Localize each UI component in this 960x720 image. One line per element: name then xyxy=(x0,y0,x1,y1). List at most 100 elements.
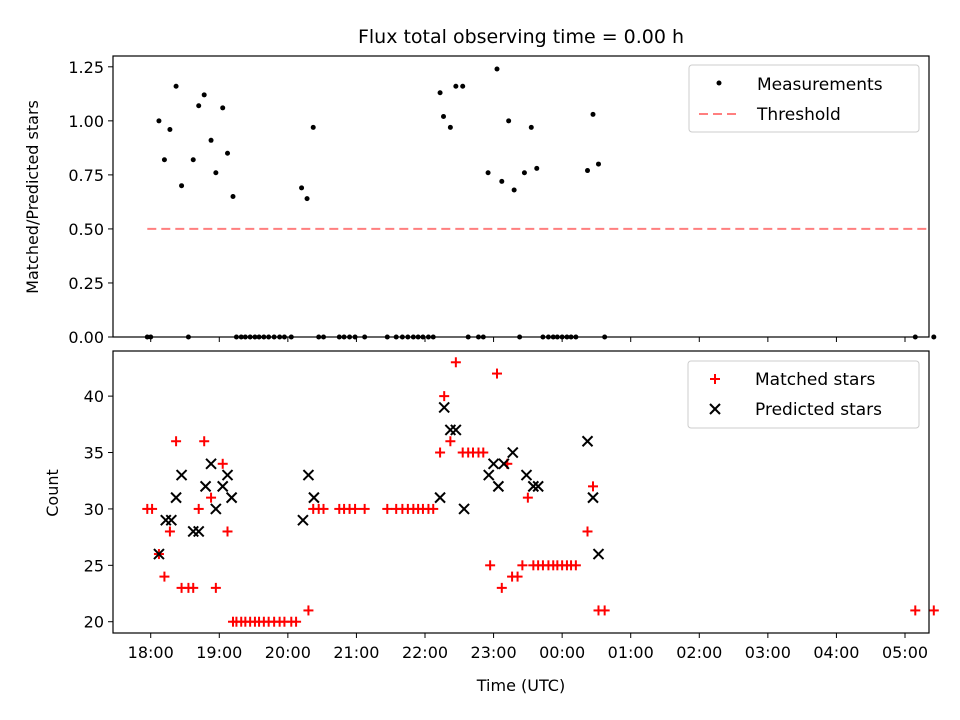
top-y-ticks: 0.00 0.25 0.50 0.75 1.00 1.25 xyxy=(68,58,113,347)
bottom-legend: Matched stars Predicted stars xyxy=(687,360,920,429)
bottom-plot-area xyxy=(142,357,939,627)
measurement-point xyxy=(460,83,466,89)
measurement-point xyxy=(511,187,517,193)
bottom-y-tick-label: 40 xyxy=(84,387,104,406)
matched-star-point xyxy=(359,503,370,514)
matched-star-point xyxy=(210,582,221,593)
predicted-star-point xyxy=(438,401,450,414)
legend-predicted-marker xyxy=(709,403,721,415)
measurement-point xyxy=(931,334,937,340)
predicted-star-point xyxy=(458,503,470,515)
measurement-point xyxy=(156,118,162,124)
predicted-star-point xyxy=(175,469,188,481)
measurement-point xyxy=(453,83,459,89)
bottom-y-ticks: 20 25 30 35 40 xyxy=(84,387,113,632)
measurement-point xyxy=(196,103,202,109)
bottom-y-tick-label: 35 xyxy=(84,444,104,463)
matched-star-point xyxy=(445,436,456,447)
measurement-point xyxy=(167,126,173,132)
matched-star-point xyxy=(428,503,439,514)
measurement-point xyxy=(201,92,207,98)
predicted-star-point xyxy=(581,435,594,447)
predicted-star-point xyxy=(483,469,495,481)
legend-matched-marker xyxy=(710,374,720,384)
predicted-star-point xyxy=(592,548,605,560)
x-tick-label: 18:00 xyxy=(128,643,174,662)
predicted-star-point xyxy=(308,491,320,504)
predicted-star-point xyxy=(225,491,238,504)
predicted-star-point xyxy=(434,491,446,504)
measurement-point xyxy=(585,168,591,174)
measurement-point xyxy=(173,83,179,89)
predicted-star-point xyxy=(587,491,599,504)
predicted-star-point xyxy=(450,424,462,436)
predicted-star-point xyxy=(170,491,182,504)
measurement-point xyxy=(190,157,196,163)
matched-star-point xyxy=(291,616,302,627)
measurement-point xyxy=(528,124,534,130)
measurement-point xyxy=(506,118,512,124)
measurement-point xyxy=(437,90,443,96)
top-y-tick-label: 1.25 xyxy=(68,58,104,77)
predicted-star-point xyxy=(153,548,165,560)
measurement-point xyxy=(521,170,527,176)
top-y-tick-label: 0.75 xyxy=(68,166,104,185)
predicted-star-point xyxy=(165,514,177,526)
bottom-y-tick-label: 20 xyxy=(84,613,104,632)
measurement-point xyxy=(590,111,596,117)
x-tick-label: 04:00 xyxy=(813,643,859,662)
matched-star-point xyxy=(206,492,217,503)
measurement-point xyxy=(441,114,447,120)
bottom-x-ticks: 18:00 19:00 20:00 21:00 22:00 23:00 00:00 01:00… xyxy=(128,633,928,662)
matched-star-point xyxy=(159,571,170,582)
matched-star-point xyxy=(171,436,182,447)
matched-star-point xyxy=(199,436,210,447)
top-legend: Measurements Threshold xyxy=(688,64,920,133)
x-tick-label: 22:00 xyxy=(402,643,448,662)
top-y-tick-label: 0.00 xyxy=(68,328,104,347)
matched-star-point xyxy=(588,481,598,492)
top-chart-title: Flux total observing time = 0.00 h xyxy=(358,26,684,48)
matched-star-point xyxy=(496,582,507,593)
predicted-star-point xyxy=(487,458,500,470)
predicted-star-point xyxy=(520,469,533,481)
top-y-axis-label: Matched/Predicted stars xyxy=(23,100,42,294)
matched-star-point xyxy=(599,605,610,616)
matched-star-point xyxy=(485,560,496,571)
legend-threshold-label: Threshold xyxy=(756,105,841,125)
bottom-legend-box xyxy=(687,360,920,429)
x-tick-label: 21:00 xyxy=(333,643,379,662)
matched-star-point xyxy=(318,503,329,514)
predicted-star-point xyxy=(498,458,510,470)
x-tick-label: 20:00 xyxy=(265,643,311,662)
predicted-star-point xyxy=(221,469,234,481)
legend-predicted-label: Predicted stars xyxy=(755,400,882,420)
matched-star-point xyxy=(435,447,446,458)
bottom-axes-frame xyxy=(112,350,930,634)
x-tick-label: 00:00 xyxy=(539,643,585,662)
measurement-point xyxy=(299,185,305,191)
measurement-point xyxy=(494,66,500,72)
predicted-star-point xyxy=(532,480,544,493)
matched-star-point xyxy=(522,492,533,503)
matched-star-point xyxy=(164,526,175,537)
measurement-point xyxy=(230,194,236,199)
measurement-point xyxy=(499,178,505,184)
matched-star-point xyxy=(193,503,204,514)
measurement-point xyxy=(213,170,219,176)
measurement-point xyxy=(208,137,214,143)
x-tick-label: 19:00 xyxy=(196,643,242,662)
predicted-star-point xyxy=(217,480,229,493)
top-axes-frame xyxy=(112,55,930,338)
matched-star-point xyxy=(582,526,593,537)
predicted-star-point xyxy=(210,503,222,515)
matched-star-point xyxy=(450,357,461,368)
measurement-point xyxy=(304,196,310,202)
top-panel: Flux total observing time = 0.00 h Match… xyxy=(23,26,937,347)
predicted-star-point xyxy=(302,469,315,481)
legend-matched-label: Matched stars xyxy=(755,370,875,390)
measurement-point xyxy=(534,165,540,171)
measurement-point xyxy=(225,150,231,156)
matched-star-point xyxy=(222,526,233,537)
